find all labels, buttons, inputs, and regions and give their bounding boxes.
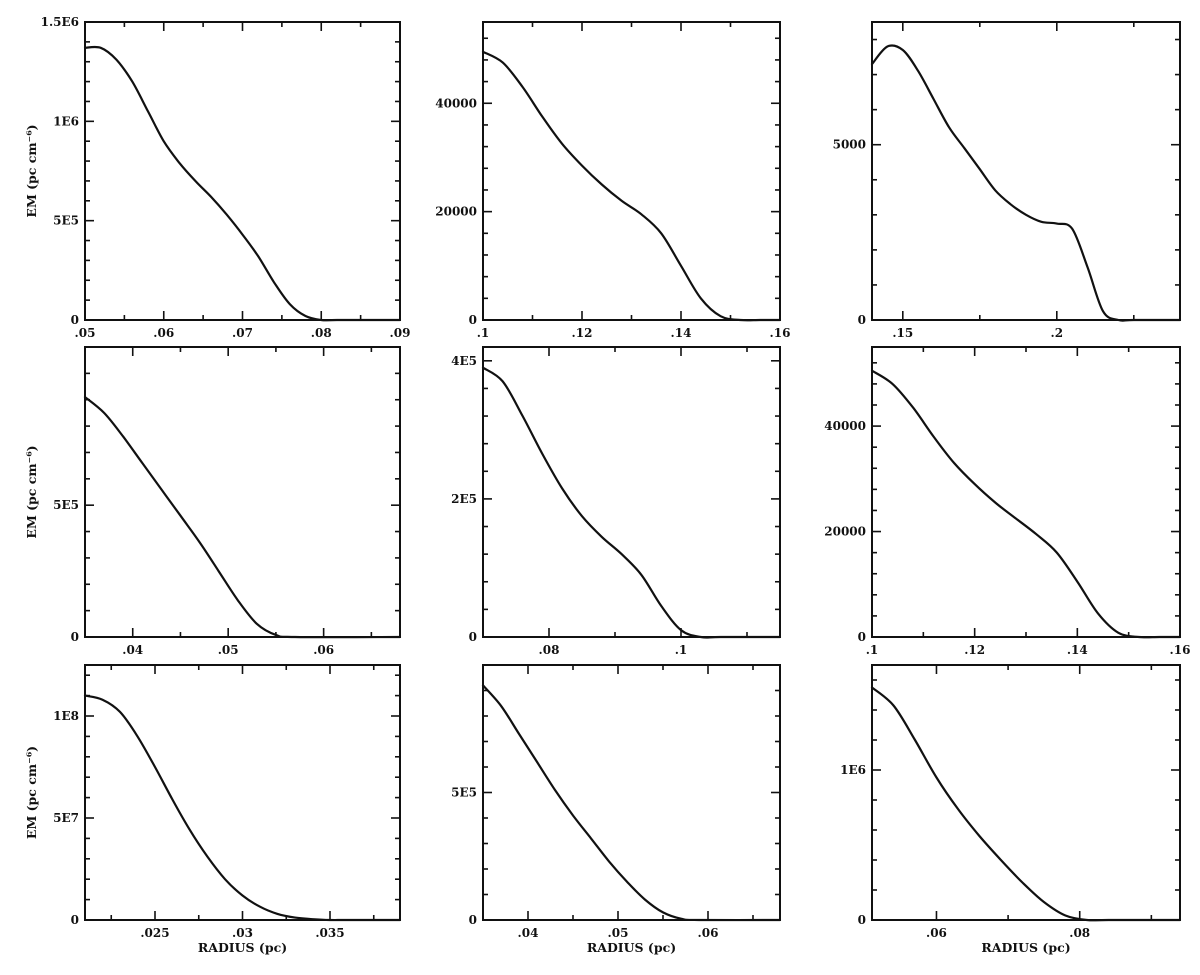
y-tick-label: 1E6 [53,114,79,128]
chart-panel-3: .15 .2 0 5000 [833,21,1182,340]
plot-frame [482,21,781,321]
y-tick-label: 0 [858,913,866,927]
x-tick-label: .16 [1170,643,1191,657]
plot-frame [871,664,1181,921]
y-tick-label: 0 [71,913,79,927]
plot-frame [482,346,781,638]
plot-frame [84,346,401,638]
x-tick-label: .035 [315,926,344,940]
chart-panel-5: .08 .1 0 2E5 4E5 [451,346,782,657]
plot-frame [871,346,1181,638]
y-tick-label: 0 [858,630,866,644]
x-tick-label: .08 [539,643,560,657]
y-tick-label: 5000 [833,138,866,152]
y-tick-label: 0 [469,630,477,644]
x-tick-label: .15 [892,326,913,340]
x-tick-label: .05 [75,326,96,340]
chart-panel-4: .04 .05 .06 0 5E5 EM (pc cm⁻⁶) [24,346,402,657]
y-tick-label: 40000 [824,419,866,433]
x-tick-label: .14 [671,326,692,340]
chart-panel-6: .1 .12 .14 .16 0 20000 40000 [824,346,1191,657]
x-tick-label: .03 [232,926,253,940]
y-tick-label: 5E7 [53,811,79,825]
x-tick-label: .04 [518,926,539,940]
y-tick-label: 40000 [435,96,477,110]
em-profile-line [481,366,782,639]
plot-frame [84,21,401,321]
y-tick-label: 20000 [435,205,477,219]
x-tick-label: .2 [1051,326,1064,340]
em-profile-line [481,684,782,922]
em-profile-line [870,369,1182,639]
x-axis-title: RADIUS (pc) [981,940,1070,955]
y-tick-label: 4E5 [451,354,477,368]
x-tick-label: .1 [866,643,879,657]
x-tick-label: .06 [313,643,334,657]
x-tick-label: .05 [218,643,239,657]
x-tick-label: .1 [675,643,688,657]
y-axis-title: EM (pc cm⁻⁶) [24,445,39,538]
y-axis-title: EM (pc cm⁻⁶) [24,746,39,839]
chart-panel-1: .05 .06 .07 .08 .09 0 5E5 1E6 1.5E6 EM (pc cm⁻⁶) [24,15,410,340]
y-tick-label: 1.5E6 [41,15,79,29]
x-tick-label: .04 [122,643,143,657]
y-tick-label: 2E5 [451,492,477,506]
em-profile-line [83,396,402,639]
x-tick-label: .1 [477,326,490,340]
x-axis-title: RADIUS (pc) [198,940,287,955]
y-tick-label: 0 [71,313,79,327]
chart-panel-9: .06 .08 0 1E6 RADIUS (pc) [840,664,1182,955]
y-tick-label: 0 [858,313,866,327]
y-tick-label: 20000 [824,525,866,539]
plot-frame [871,21,1181,321]
x-tick-label: .14 [1067,643,1088,657]
x-tick-label: .09 [390,326,411,340]
x-tick-label: .12 [572,326,593,340]
y-tick-label: 1E8 [53,709,79,723]
x-tick-label: .08 [311,326,332,340]
chart-panel-8: .04 .05 .06 0 5E5 RADIUS (pc) [451,664,782,955]
x-tick-label: .08 [1069,926,1090,940]
y-tick-label: 0 [469,913,477,927]
em-profile-line [83,694,402,922]
x-tick-label: .16 [770,326,791,340]
x-tick-label: .06 [698,926,719,940]
x-tick-label: .025 [140,926,169,940]
x-tick-label: .05 [608,926,629,940]
x-tick-label: .06 [926,926,947,940]
y-tick-label: 5E5 [53,214,79,228]
chart-panel-7: .025 .03 .035 0 5E7 1E8 EM (pc cm⁻⁶) RADIUS (pc… [24,664,402,955]
x-tick-label: .07 [232,326,253,340]
y-tick-label: 5E5 [451,786,477,800]
x-tick-label: .12 [964,643,985,657]
plot-frame [84,664,401,921]
y-tick-label: 0 [71,630,79,644]
plot-frame [482,664,781,921]
em-profile-line [870,686,1182,922]
y-tick-label: 0 [469,313,477,327]
em-profile-line [83,45,402,322]
x-axis-title: RADIUS (pc) [587,940,676,955]
em-profile-line [870,44,1182,322]
x-tick-label: .06 [153,326,174,340]
y-tick-label: 5E5 [53,498,79,512]
y-axis-title: EM (pc cm⁻⁶) [24,124,39,217]
y-tick-label: 1E6 [840,763,866,777]
chart-panel-2: .1 .12 .14 .16 0 20000 40000 [435,21,791,340]
em-profile-line [481,50,782,322]
